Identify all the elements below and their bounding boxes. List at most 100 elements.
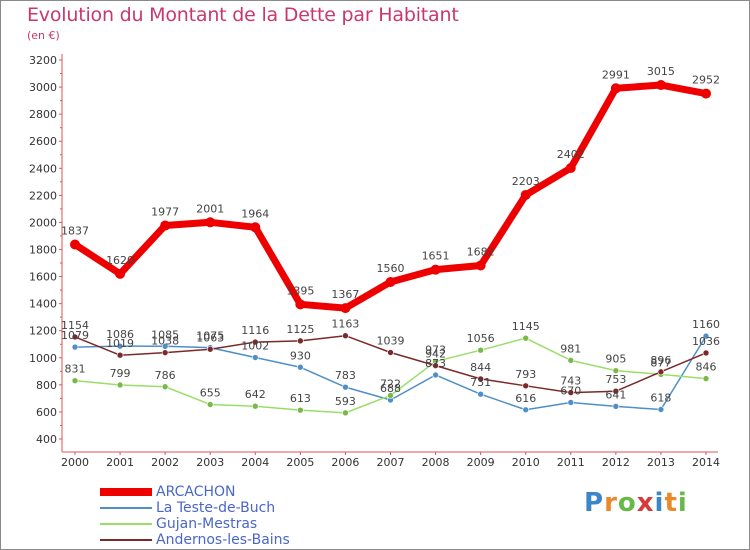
data-point[interactable]	[251, 354, 259, 361]
data-point[interactable]	[657, 368, 665, 376]
data-label: 1620	[106, 254, 134, 267]
data-point[interactable]	[251, 402, 259, 410]
data-point[interactable]	[612, 387, 620, 395]
data-label: 731	[470, 376, 491, 389]
legend-item-gujan-mestras[interactable]: Gujan-Mestras	[100, 516, 360, 532]
data-label: 786	[155, 369, 176, 382]
data-point[interactable]	[297, 337, 304, 345]
data-point[interactable]	[475, 260, 486, 271]
data-label: 655	[200, 386, 221, 399]
data-point[interactable]	[71, 343, 79, 351]
data-point[interactable]	[477, 390, 484, 398]
data-point[interactable]	[655, 80, 666, 91]
data-point[interactable]	[161, 349, 169, 356]
data-point[interactable]	[430, 264, 441, 275]
data-point[interactable]	[205, 217, 216, 228]
data-point[interactable]	[295, 299, 306, 310]
data-point[interactable]	[161, 342, 169, 350]
data-label: 844	[470, 361, 491, 374]
data-label: 743	[560, 375, 581, 388]
data-label: 670	[560, 384, 581, 397]
data-point[interactable]	[250, 222, 261, 233]
data-point[interactable]	[116, 381, 124, 389]
y-tick-label: 2400	[29, 162, 57, 175]
data-point[interactable]	[342, 383, 349, 391]
data-label: 1682	[467, 245, 495, 258]
legend-item-la-teste-de-buch[interactable]: La Teste-de-Buch	[100, 500, 360, 516]
data-label: 973	[425, 343, 446, 356]
y-tick-label: 1600	[29, 271, 57, 284]
data-point[interactable]	[612, 367, 620, 374]
data-point[interactable]	[297, 406, 304, 414]
data-point[interactable]	[206, 401, 214, 408]
data-label: 1039	[377, 335, 405, 348]
data-point[interactable]	[251, 338, 259, 346]
x-tick-label: 2014	[692, 456, 720, 469]
data-label: 2203	[512, 175, 540, 188]
data-label: 613	[290, 392, 311, 405]
data-point[interactable]	[206, 345, 214, 353]
data-point[interactable]	[387, 349, 394, 356]
y-tick-label: 1200	[29, 325, 57, 338]
data-point[interactable]	[342, 409, 349, 417]
x-tick-label: 2000	[61, 456, 89, 469]
data-point[interactable]	[340, 303, 351, 314]
data-point[interactable]	[477, 375, 484, 383]
data-point[interactable]	[115, 268, 126, 279]
data-label: 753	[605, 373, 626, 386]
data-label: 2402	[557, 148, 585, 161]
data-label: 1063	[196, 331, 224, 344]
data-point[interactable]	[610, 83, 621, 94]
data-label: 793	[515, 368, 536, 381]
data-point[interactable]	[522, 406, 530, 414]
legend-item-andernos-les-bains[interactable]: Andernos-les-Bains	[100, 532, 360, 548]
y-tick-label: 2800	[29, 108, 57, 121]
data-point[interactable]	[522, 382, 530, 390]
data-label: 1163	[331, 318, 359, 331]
data-point[interactable]	[520, 189, 531, 200]
data-point[interactable]	[702, 375, 710, 382]
data-label: 846	[696, 361, 717, 374]
data-point[interactable]	[432, 362, 439, 369]
x-tick-label: 2004	[241, 456, 269, 469]
x-tick-label: 2012	[602, 456, 630, 469]
data-point[interactable]	[522, 334, 530, 342]
chart-unit: (en €)	[27, 29, 60, 42]
data-label: 877	[650, 356, 671, 369]
data-label: 722	[380, 377, 401, 390]
data-point[interactable]	[385, 276, 396, 287]
data-label: 642	[245, 388, 266, 401]
legend-label: La Teste-de-Buch	[156, 500, 276, 516]
data-point[interactable]	[567, 389, 575, 396]
data-point[interactable]	[565, 163, 576, 174]
data-point[interactable]	[116, 351, 124, 359]
data-point[interactable]	[161, 383, 169, 391]
data-point[interactable]	[297, 363, 304, 371]
data-point[interactable]	[342, 332, 349, 340]
data-point[interactable]	[702, 349, 710, 357]
data-label: 1560	[377, 262, 405, 275]
data-point[interactable]	[432, 371, 439, 379]
data-point[interactable]	[70, 239, 80, 250]
data-point[interactable]	[116, 342, 124, 350]
data-label: 1079	[61, 329, 89, 342]
legend-label: ARCACHON	[156, 484, 236, 500]
data-point[interactable]	[567, 399, 575, 406]
data-point[interactable]	[71, 377, 79, 384]
data-point[interactable]	[160, 220, 171, 231]
data-point[interactable]	[71, 333, 79, 341]
data-point[interactable]	[612, 403, 620, 410]
data-label: 942	[425, 348, 446, 361]
data-point[interactable]	[567, 357, 575, 364]
y-tick-label: 2600	[29, 135, 57, 148]
data-point[interactable]	[701, 88, 711, 99]
data-point[interactable]	[477, 346, 484, 354]
y-tick-label: 2000	[29, 216, 57, 229]
data-point[interactable]	[387, 392, 394, 399]
legend-item-arcachon[interactable]: ARCACHON	[100, 484, 360, 500]
data-label: 930	[290, 349, 311, 362]
data-point[interactable]	[702, 332, 710, 340]
data-point[interactable]	[657, 406, 665, 413]
